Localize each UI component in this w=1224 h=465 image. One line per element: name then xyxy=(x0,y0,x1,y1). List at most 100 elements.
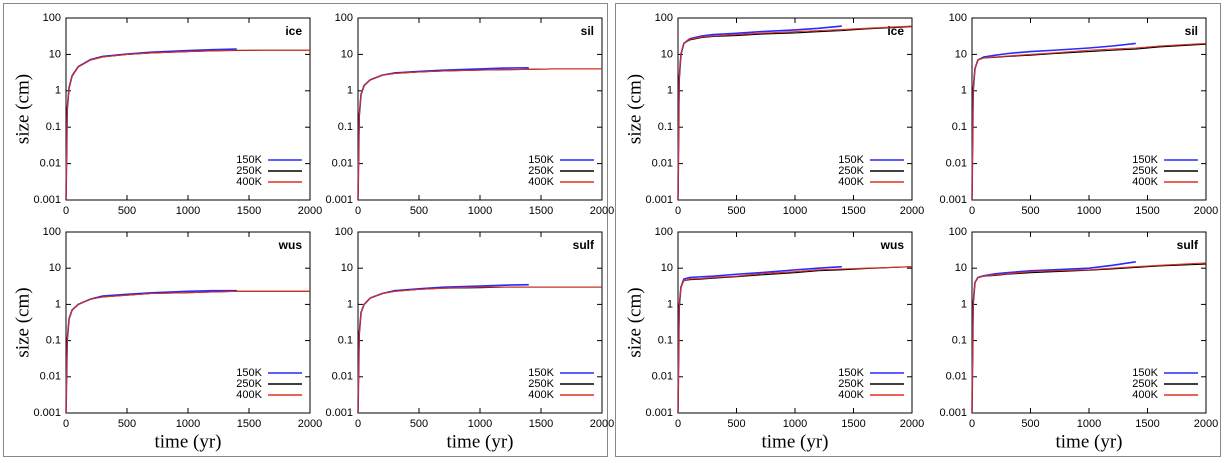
x-tick-label: 1000 xyxy=(783,205,807,217)
x-axis-label: time (yr) xyxy=(761,431,828,452)
x-tick-label: 1000 xyxy=(783,418,807,430)
y-axis-label: size (cm) xyxy=(12,74,33,144)
plot-frame xyxy=(357,231,603,414)
subplot-label: wus xyxy=(278,238,303,252)
series-line xyxy=(677,25,913,201)
x-tick-label: 1000 xyxy=(1077,418,1101,430)
y-axis-label: size (cm) xyxy=(12,287,33,357)
x-tick-label: 2000 xyxy=(900,418,924,430)
legend-label: 250K xyxy=(528,165,554,177)
series-line xyxy=(677,25,842,201)
y-tick-label: 100 xyxy=(655,226,673,238)
series-line xyxy=(65,49,310,201)
x-tick-label: 1000 xyxy=(176,205,200,217)
x-tick-label: 1000 xyxy=(176,418,200,430)
x-tick-label: 500 xyxy=(118,205,136,217)
y-tick-label: 1 xyxy=(55,85,61,97)
legend-label: 150K xyxy=(236,154,262,166)
plot-frame xyxy=(65,231,311,414)
legend-label: 250K xyxy=(236,378,262,390)
subplot-label: sulf xyxy=(573,238,595,252)
x-tick-label: 0 xyxy=(969,418,975,430)
x-tick-label: 500 xyxy=(727,418,745,430)
series-line xyxy=(65,290,310,414)
series-line xyxy=(357,286,602,414)
x-tick-label: 0 xyxy=(969,205,975,217)
series-line xyxy=(65,49,310,201)
series-line xyxy=(677,266,913,414)
subplot-label: sil xyxy=(1185,24,1198,38)
x-tick-label: 0 xyxy=(355,418,361,430)
legend-label: 400K xyxy=(838,389,864,401)
y-tick-label: 1 xyxy=(347,85,353,97)
y-tick-label: 0.001 xyxy=(33,407,61,419)
plot-frame xyxy=(65,17,311,201)
series-line xyxy=(357,286,602,414)
x-tick-label: 2000 xyxy=(1194,418,1218,430)
series-line xyxy=(677,26,913,201)
x-tick-label: 0 xyxy=(355,205,361,217)
y-tick-label: 100 xyxy=(655,12,673,24)
y-tick-label: 0.1 xyxy=(952,121,967,133)
y-tick-label: 10 xyxy=(955,48,967,60)
y-tick-label: 100 xyxy=(43,12,61,24)
legend-label: 250K xyxy=(236,165,262,177)
legend-label: 400K xyxy=(838,176,864,188)
x-axis-label: time (yr) xyxy=(1055,431,1122,452)
y-tick-label: 1 xyxy=(667,85,673,97)
x-tick-label: 500 xyxy=(1021,418,1039,430)
y-tick-label: 1 xyxy=(55,298,61,310)
series-line xyxy=(65,289,237,414)
series-line xyxy=(357,283,529,414)
legend-label: 400K xyxy=(236,176,262,188)
y-tick-label: 1 xyxy=(961,85,967,97)
y-tick-label: 0.1 xyxy=(658,335,673,347)
x-tick-label: 1500 xyxy=(529,418,553,430)
x-axis-label: time (yr) xyxy=(446,431,513,452)
plot-frame xyxy=(971,231,1207,414)
y-tick-label: 0.01 xyxy=(652,371,673,383)
y-tick-label: 10 xyxy=(341,262,353,274)
y-tick-label: 100 xyxy=(949,226,967,238)
y-tick-label: 0.01 xyxy=(40,158,61,170)
x-tick-label: 500 xyxy=(410,418,428,430)
y-tick-label: 0.1 xyxy=(952,335,967,347)
y-tick-label: 10 xyxy=(49,262,61,274)
y-tick-label: 0.001 xyxy=(645,407,673,419)
y-tick-label: 0.01 xyxy=(332,158,353,170)
series-line xyxy=(357,66,529,201)
y-tick-label: 0.01 xyxy=(40,371,61,383)
legend-label: 250K xyxy=(838,165,864,177)
y-tick-label: 0.001 xyxy=(325,407,353,419)
x-tick-label: 1500 xyxy=(841,205,865,217)
y-axis-label: size (cm) xyxy=(624,74,645,144)
series-line xyxy=(677,265,842,414)
y-tick-label: 0.01 xyxy=(652,158,673,170)
series-line xyxy=(971,263,1207,414)
x-tick-label: 1500 xyxy=(1135,418,1159,430)
legend-label: 400K xyxy=(1132,176,1158,188)
series-line xyxy=(971,261,1136,414)
x-tick-label: 0 xyxy=(675,205,681,217)
legend-label: 150K xyxy=(838,367,864,379)
legend-label: 150K xyxy=(838,154,864,166)
y-tick-label: 1 xyxy=(347,298,353,310)
y-tick-label: 1 xyxy=(961,298,967,310)
x-tick-label: 2000 xyxy=(590,418,614,430)
y-tick-label: 0.1 xyxy=(338,121,353,133)
y-tick-label: 0.01 xyxy=(946,371,967,383)
series-line xyxy=(971,42,1136,201)
plot-frame xyxy=(677,17,913,201)
x-tick-label: 2000 xyxy=(298,205,322,217)
panel-frame xyxy=(3,3,608,457)
y-tick-label: 0.001 xyxy=(939,407,967,419)
series-line xyxy=(357,68,602,201)
x-tick-label: 500 xyxy=(727,205,745,217)
legend-label: 400K xyxy=(236,389,262,401)
panel-frame xyxy=(615,3,1221,457)
x-tick-label: 0 xyxy=(63,418,69,430)
plot-frame xyxy=(677,231,913,414)
y-tick-label: 1 xyxy=(667,298,673,310)
y-tick-label: 0.1 xyxy=(658,121,673,133)
